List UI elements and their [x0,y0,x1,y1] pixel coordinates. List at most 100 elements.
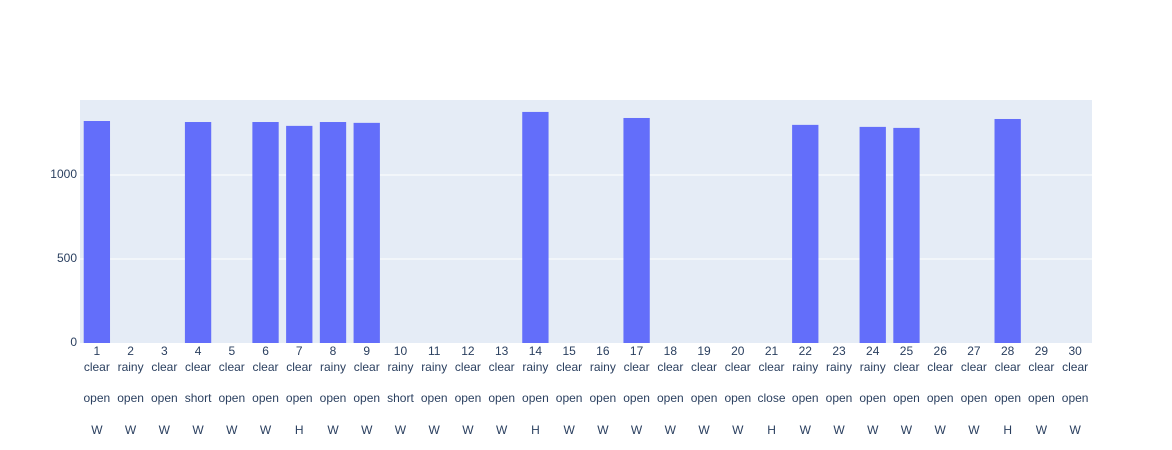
x-tick-label: rainy [826,360,852,374]
x-tick-label: open [151,391,178,405]
x-tick-label: clear [185,360,211,374]
bar [319,122,347,343]
x-tick-label: short [387,391,414,405]
x-tick-label: W [395,423,407,437]
x-tick-label: clear [219,360,245,374]
x-tick-label: 13 [495,344,509,358]
x-tick-label: 28 [1001,344,1015,358]
x-tick-label: short [185,391,212,405]
x-tick-label: rainy [118,360,144,374]
x-tick-label: rainy [387,360,413,374]
x-tick-label: clear [893,360,919,374]
x-tick-label: open [488,391,515,405]
bar [623,117,650,344]
x-tick-label: clear [455,360,481,374]
x-tick-label: open [657,391,684,405]
x-tick-label: open [724,391,751,405]
x-tick-label: open [623,391,650,405]
x-tick-label: clear [489,360,515,374]
x-tick-label: clear [725,360,751,374]
y-tick-label: 1000 [50,167,77,181]
x-tick-label: 12 [461,344,475,358]
x-tick-label: open [1028,391,1055,405]
x-tick-label: clear [151,360,177,374]
x-tick-label: W [1036,423,1048,437]
x-tick-label: 30 [1068,344,1082,358]
x-tick-label: W [260,423,272,437]
x-tick-label: W [1069,423,1081,437]
x-tick-label: W [327,423,339,437]
x-tick-label: W [833,423,845,437]
bar [859,126,886,343]
x-tick-label: W [732,423,744,437]
x-tick-label: open [994,391,1021,405]
x-tick-label: clear [253,360,279,374]
bar [522,111,549,343]
x-tick-label: 26 [934,344,948,358]
x-tick-label: W [361,423,373,437]
y-tick-label: 0 [70,335,77,349]
x-tick-label: W [462,423,474,437]
bar [286,125,313,343]
x-tick-label: open [556,391,583,405]
x-tick-label: 5 [228,344,235,358]
x-tick-label: 25 [900,344,914,358]
x-tick-label: 1 [94,344,101,358]
x-tick-label: 20 [731,344,745,358]
x-tick-label: W [91,423,103,437]
x-tick-label: H [767,423,776,437]
x-tick-label: 17 [630,344,644,358]
x-tick-label: clear [354,360,380,374]
x-tick-label: open [961,391,988,405]
x-tick-label: rainy [860,360,886,374]
x-tick-label: rainy [320,360,346,374]
x-tick-label: clear [995,360,1021,374]
x-tick-label: open [792,391,819,405]
x-tick-label: open [859,391,886,405]
x-tick-label: 11 [428,344,441,358]
x-tick-label: 29 [1035,344,1049,358]
x-tick-label: 3 [161,344,168,358]
x-tick-label: 21 [765,344,779,358]
x-tick-label: clear [759,360,785,374]
x-tick-label: W [665,423,677,437]
x-tick-label: W [631,423,643,437]
x-tick-label: 22 [799,344,813,358]
x-tick-label: open [826,391,853,405]
x-tick-label: W [800,423,812,437]
x-tick-label: 7 [296,344,303,358]
x-tick-label: 9 [363,344,370,358]
x-tick-label: W [901,423,913,437]
x-tick-label: open [590,391,617,405]
x-tick-label: H [1003,423,1012,437]
x-tick-label: H [295,423,304,437]
bar [252,122,279,343]
x-tick-label: 18 [664,344,678,358]
x-tick-label: rainy [421,360,447,374]
x-tick-label: H [531,423,540,437]
x-tick-label: W [125,423,137,437]
x-tick-label: W [935,423,947,437]
x-tick-label: rainy [792,360,818,374]
x-tick-label: rainy [590,360,616,374]
bar [83,121,111,343]
x-tick-label: 23 [832,344,846,358]
x-tick-label: W [226,423,238,437]
x-tick-label: 15 [562,344,576,358]
x-tick-label: open [252,391,279,405]
x-tick-label: clear [657,360,683,374]
x-tick-label: W [159,423,171,437]
x-tick-label: open [353,391,380,405]
x-tick-label: open [522,391,549,405]
bar [184,122,212,343]
x-tick-label: open [893,391,920,405]
x-tick-label: open [1062,391,1089,405]
x-tick-label: 4 [195,344,202,358]
x-tick-label: 6 [262,344,269,358]
x-tick-label: open [421,391,448,405]
x-tick-label: clear [691,360,717,374]
x-tick-label: 27 [967,344,981,358]
x-tick-label: 8 [330,344,337,358]
x-tick-label: clear [927,360,953,374]
